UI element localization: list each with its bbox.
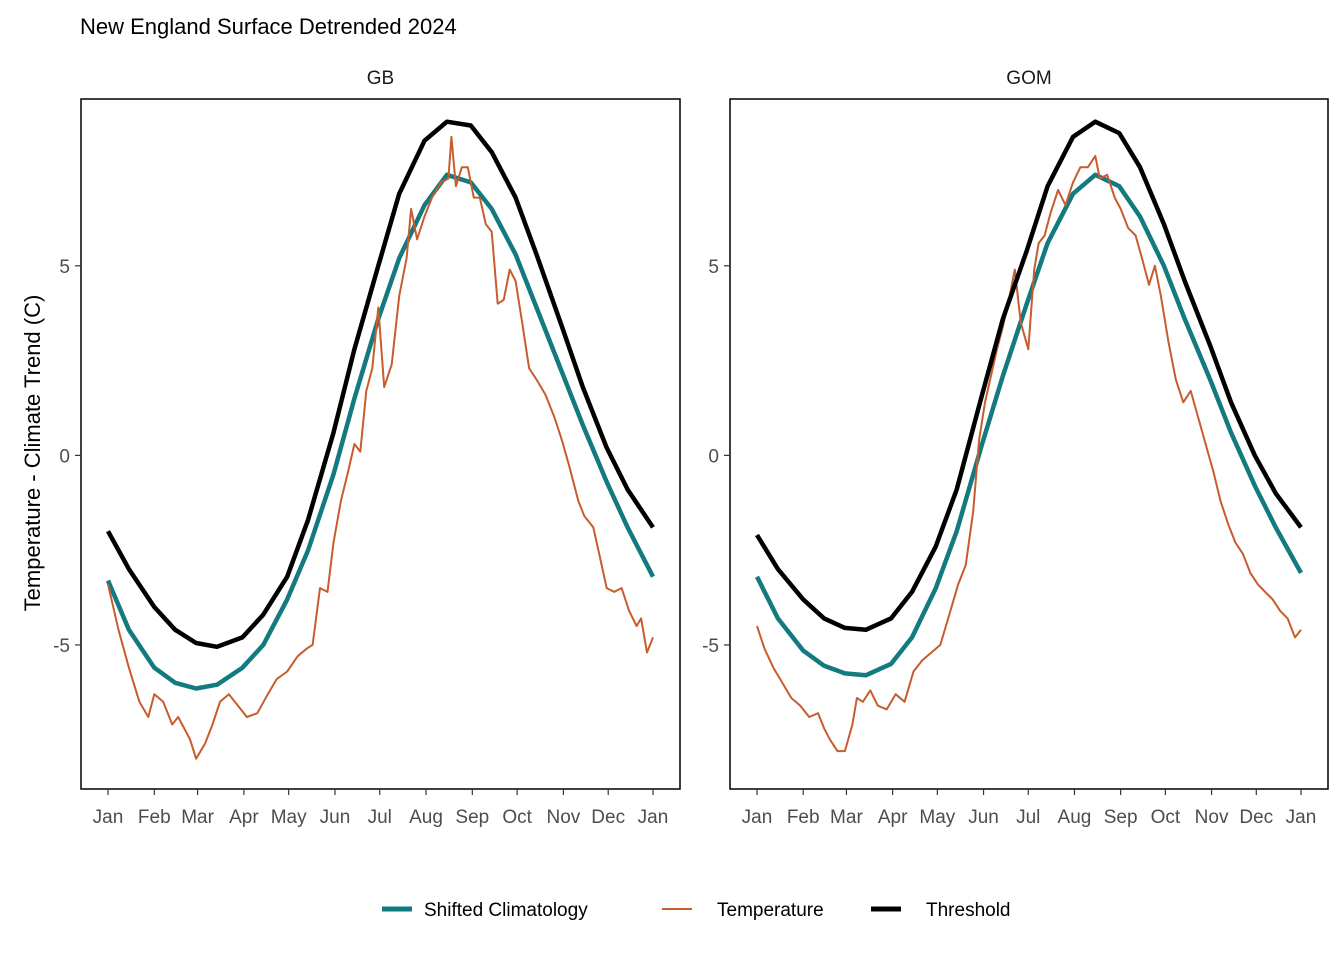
x-tick-label: Feb bbox=[138, 807, 171, 828]
panel-label-gom: GOM bbox=[1006, 68, 1051, 89]
legend: Shifted Climatology Temperature Threshol… bbox=[382, 900, 1011, 921]
x-tick-label: Mar bbox=[181, 807, 214, 828]
x-tick-label: Jan bbox=[638, 807, 669, 828]
panel-border-gom bbox=[729, 98, 1329, 790]
x-tick-label: Sep bbox=[455, 807, 489, 828]
panel-gb: GB -5 0 5 Jan Feb Mar Apr May Jun Jul Aug Sep Oct Nov D… bbox=[53, 68, 681, 828]
x-tick-label: Jan bbox=[93, 807, 124, 828]
y-tick-label: 5 bbox=[59, 257, 70, 278]
series-line-threshold-gom bbox=[755, 119, 1303, 633]
chart-title: New England Surface Detrended 2024 bbox=[80, 14, 457, 39]
x-tick-label: Nov bbox=[547, 807, 581, 828]
y-tick-label: 0 bbox=[708, 446, 719, 467]
x-tick-label: Oct bbox=[1151, 807, 1181, 828]
legend-label-threshold: Threshold bbox=[926, 900, 1011, 921]
x-tick-label: Apr bbox=[878, 807, 908, 828]
x-tick-label: Jul bbox=[368, 807, 392, 828]
panel-label-gb: GB bbox=[367, 68, 394, 89]
x-tick-label: Jul bbox=[1016, 807, 1040, 828]
x-tick-label: May bbox=[919, 807, 955, 828]
panel-gom: GOM -5 0 5 Jan Feb Mar Apr May Jun Jul Aug Sep Oct Nov… bbox=[702, 68, 1329, 828]
y-tick-label: -5 bbox=[53, 636, 70, 657]
x-tick-label: Dec bbox=[591, 807, 625, 828]
x-tick-label: Feb bbox=[787, 807, 820, 828]
x-tick-label: Jun bbox=[320, 807, 351, 828]
x-tick-label: Aug bbox=[1058, 807, 1092, 828]
x-tick-label: Mar bbox=[830, 807, 863, 828]
series-line-temperature-gom bbox=[756, 154, 1302, 753]
x-tick-label: Oct bbox=[502, 807, 532, 828]
x-tick-label: May bbox=[271, 807, 307, 828]
x-tick-label: Dec bbox=[1239, 807, 1273, 828]
legend-label-temperature: Temperature bbox=[717, 900, 824, 921]
y-tick-label: -5 bbox=[702, 636, 719, 657]
x-tick-label: Jan bbox=[1286, 807, 1317, 828]
legend-label-shifted-climatology: Shifted Climatology bbox=[424, 900, 588, 921]
panel-border-gb bbox=[80, 98, 681, 790]
x-tick-label: Apr bbox=[229, 807, 259, 828]
y-axis-title: Temperature - Climate Trend (C) bbox=[20, 295, 45, 612]
y-tick-label: 5 bbox=[708, 257, 719, 278]
series-line-threshold-gb bbox=[106, 119, 655, 650]
series-line-shifted-climatology-gom bbox=[754, 172, 1303, 678]
series-line-temperature-gb bbox=[107, 135, 654, 760]
x-tick-label: Aug bbox=[409, 807, 443, 828]
x-tick-label: Sep bbox=[1104, 807, 1138, 828]
x-tick-label: Nov bbox=[1195, 807, 1229, 828]
x-tick-label: Jun bbox=[968, 807, 999, 828]
y-tick-label: 0 bbox=[59, 446, 70, 467]
x-tick-label: Jan bbox=[742, 807, 773, 828]
